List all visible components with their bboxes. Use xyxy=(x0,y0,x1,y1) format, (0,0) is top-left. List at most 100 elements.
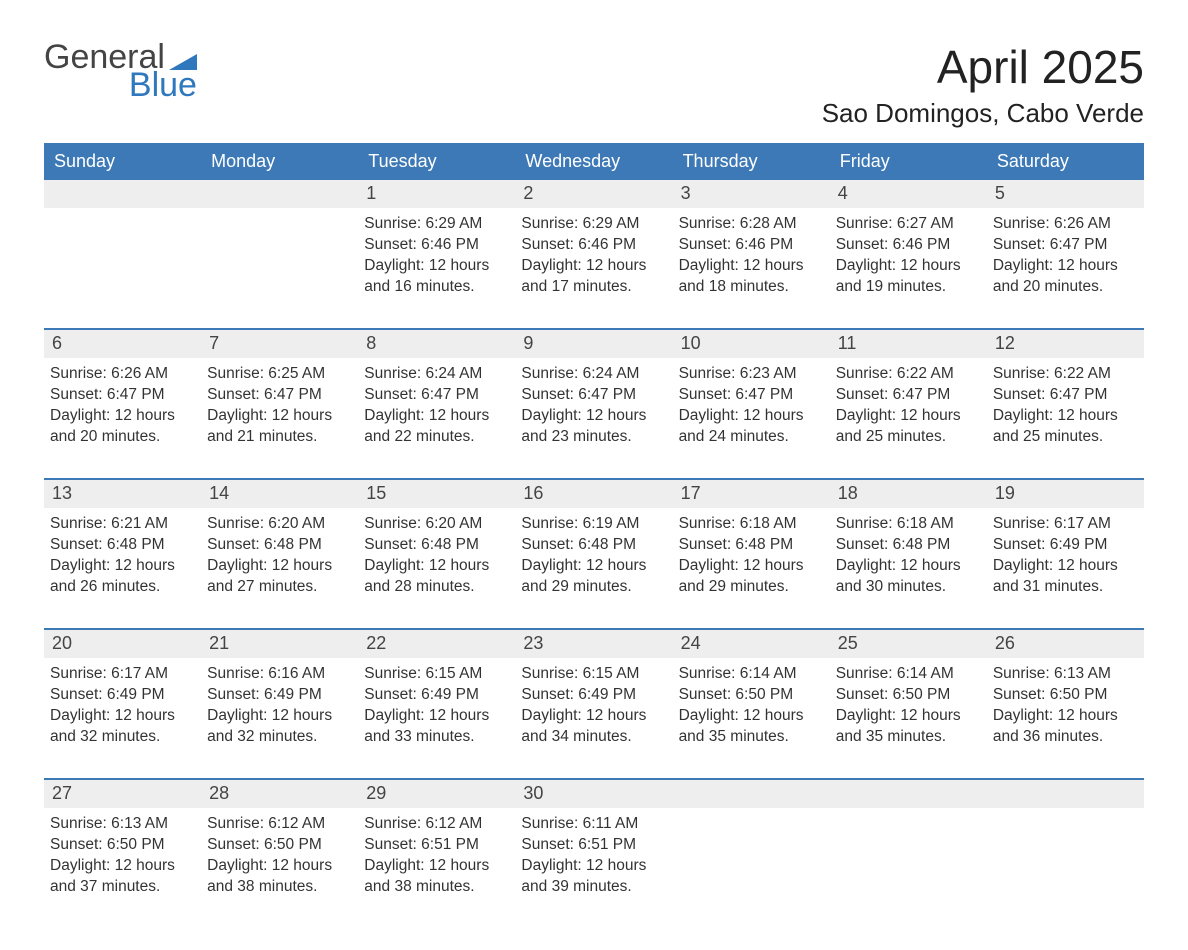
sunset-text: Sunset: 6:47 PM xyxy=(993,385,1138,406)
title-block: April 2025 Sao Domingos, Cabo Verde xyxy=(822,40,1144,129)
sunrise-text: Sunrise: 6:22 AM xyxy=(836,364,981,385)
day-cell: 26Sunrise: 6:13 AMSunset: 6:50 PMDayligh… xyxy=(987,630,1144,760)
daylight-text: Daylight: 12 hours and 20 minutes. xyxy=(50,406,195,448)
day-body: Sunrise: 6:19 AMSunset: 6:48 PMDaylight:… xyxy=(515,508,672,598)
day-number: 10 xyxy=(673,330,830,358)
sunrise-text: Sunrise: 6:15 AM xyxy=(521,664,666,685)
day-number: 8 xyxy=(358,330,515,358)
daylight-text: Daylight: 12 hours and 30 minutes. xyxy=(836,556,981,598)
day-cell: 18Sunrise: 6:18 AMSunset: 6:48 PMDayligh… xyxy=(830,480,987,610)
day-number xyxy=(201,180,358,208)
day-cell: 10Sunrise: 6:23 AMSunset: 6:47 PMDayligh… xyxy=(673,330,830,460)
day-cell: 12Sunrise: 6:22 AMSunset: 6:47 PMDayligh… xyxy=(987,330,1144,460)
day-number: 25 xyxy=(830,630,987,658)
day-body: Sunrise: 6:13 AMSunset: 6:50 PMDaylight:… xyxy=(987,658,1144,748)
dow-cell: Monday xyxy=(201,143,358,180)
dow-cell: Thursday xyxy=(673,143,830,180)
day-body: Sunrise: 6:18 AMSunset: 6:48 PMDaylight:… xyxy=(830,508,987,598)
sunset-text: Sunset: 6:51 PM xyxy=(521,835,666,856)
day-number: 2 xyxy=(515,180,672,208)
day-body: Sunrise: 6:29 AMSunset: 6:46 PMDaylight:… xyxy=(515,208,672,298)
day-number: 16 xyxy=(515,480,672,508)
day-cell: 3Sunrise: 6:28 AMSunset: 6:46 PMDaylight… xyxy=(673,180,830,310)
sunset-text: Sunset: 6:46 PM xyxy=(521,235,666,256)
week-row: 6Sunrise: 6:26 AMSunset: 6:47 PMDaylight… xyxy=(44,328,1144,460)
day-body: Sunrise: 6:12 AMSunset: 6:50 PMDaylight:… xyxy=(201,808,358,898)
day-body: Sunrise: 6:29 AMSunset: 6:46 PMDaylight:… xyxy=(358,208,515,298)
daylight-text: Daylight: 12 hours and 31 minutes. xyxy=(993,556,1138,598)
sunset-text: Sunset: 6:48 PM xyxy=(207,535,352,556)
day-number: 29 xyxy=(358,780,515,808)
sunrise-text: Sunrise: 6:12 AM xyxy=(364,814,509,835)
sunrise-text: Sunrise: 6:25 AM xyxy=(207,364,352,385)
day-body: Sunrise: 6:26 AMSunset: 6:47 PMDaylight:… xyxy=(44,358,201,448)
sunrise-text: Sunrise: 6:17 AM xyxy=(993,514,1138,535)
daylight-text: Daylight: 12 hours and 27 minutes. xyxy=(207,556,352,598)
sunrise-text: Sunrise: 6:13 AM xyxy=(50,814,195,835)
sunset-text: Sunset: 6:48 PM xyxy=(50,535,195,556)
sunset-text: Sunset: 6:47 PM xyxy=(993,235,1138,256)
sunset-text: Sunset: 6:50 PM xyxy=(50,835,195,856)
sunset-text: Sunset: 6:48 PM xyxy=(679,535,824,556)
day-body: Sunrise: 6:22 AMSunset: 6:47 PMDaylight:… xyxy=(987,358,1144,448)
dow-cell: Saturday xyxy=(987,143,1144,180)
sunset-text: Sunset: 6:50 PM xyxy=(836,685,981,706)
dow-cell: Wednesday xyxy=(515,143,672,180)
sunrise-text: Sunrise: 6:12 AM xyxy=(207,814,352,835)
sunrise-text: Sunrise: 6:13 AM xyxy=(993,664,1138,685)
daylight-text: Daylight: 12 hours and 34 minutes. xyxy=(521,706,666,748)
daylight-text: Daylight: 12 hours and 35 minutes. xyxy=(836,706,981,748)
sunset-text: Sunset: 6:50 PM xyxy=(993,685,1138,706)
sunset-text: Sunset: 6:49 PM xyxy=(364,685,509,706)
daylight-text: Daylight: 12 hours and 21 minutes. xyxy=(207,406,352,448)
day-cell: 25Sunrise: 6:14 AMSunset: 6:50 PMDayligh… xyxy=(830,630,987,760)
day-number: 6 xyxy=(44,330,201,358)
day-body: Sunrise: 6:14 AMSunset: 6:50 PMDaylight:… xyxy=(830,658,987,748)
dow-cell: Tuesday xyxy=(358,143,515,180)
sunrise-text: Sunrise: 6:14 AM xyxy=(679,664,824,685)
sunset-text: Sunset: 6:47 PM xyxy=(50,385,195,406)
day-number: 7 xyxy=(201,330,358,358)
sunrise-text: Sunrise: 6:19 AM xyxy=(521,514,666,535)
day-cell: 1Sunrise: 6:29 AMSunset: 6:46 PMDaylight… xyxy=(358,180,515,310)
calendar: SundayMondayTuesdayWednesdayThursdayFrid… xyxy=(44,143,1144,910)
day-cell xyxy=(830,780,987,910)
daylight-text: Daylight: 12 hours and 22 minutes. xyxy=(364,406,509,448)
sunset-text: Sunset: 6:50 PM xyxy=(679,685,824,706)
daylight-text: Daylight: 12 hours and 29 minutes. xyxy=(521,556,666,598)
sunset-text: Sunset: 6:47 PM xyxy=(836,385,981,406)
sunrise-text: Sunrise: 6:16 AM xyxy=(207,664,352,685)
day-cell xyxy=(44,180,201,310)
week-row: 13Sunrise: 6:21 AMSunset: 6:48 PMDayligh… xyxy=(44,478,1144,610)
sunset-text: Sunset: 6:46 PM xyxy=(364,235,509,256)
logo: General Blue xyxy=(44,40,197,102)
day-cell: 17Sunrise: 6:18 AMSunset: 6:48 PMDayligh… xyxy=(673,480,830,610)
daylight-text: Daylight: 12 hours and 24 minutes. xyxy=(679,406,824,448)
daylight-text: Daylight: 12 hours and 32 minutes. xyxy=(50,706,195,748)
day-body: Sunrise: 6:16 AMSunset: 6:49 PMDaylight:… xyxy=(201,658,358,748)
sunrise-text: Sunrise: 6:15 AM xyxy=(364,664,509,685)
day-cell: 20Sunrise: 6:17 AMSunset: 6:49 PMDayligh… xyxy=(44,630,201,760)
day-number: 19 xyxy=(987,480,1144,508)
day-cell xyxy=(673,780,830,910)
month-title: April 2025 xyxy=(822,40,1144,94)
day-cell: 29Sunrise: 6:12 AMSunset: 6:51 PMDayligh… xyxy=(358,780,515,910)
day-number: 9 xyxy=(515,330,672,358)
sunrise-text: Sunrise: 6:26 AM xyxy=(50,364,195,385)
day-body: Sunrise: 6:11 AMSunset: 6:51 PMDaylight:… xyxy=(515,808,672,898)
sunrise-text: Sunrise: 6:20 AM xyxy=(364,514,509,535)
day-number: 20 xyxy=(44,630,201,658)
sunset-text: Sunset: 6:48 PM xyxy=(836,535,981,556)
day-cell: 19Sunrise: 6:17 AMSunset: 6:49 PMDayligh… xyxy=(987,480,1144,610)
daylight-text: Daylight: 12 hours and 19 minutes. xyxy=(836,256,981,298)
sunrise-text: Sunrise: 6:22 AM xyxy=(993,364,1138,385)
sunrise-text: Sunrise: 6:24 AM xyxy=(364,364,509,385)
day-number: 28 xyxy=(201,780,358,808)
day-cell: 9Sunrise: 6:24 AMSunset: 6:47 PMDaylight… xyxy=(515,330,672,460)
day-body: Sunrise: 6:23 AMSunset: 6:47 PMDaylight:… xyxy=(673,358,830,448)
week-row: 27Sunrise: 6:13 AMSunset: 6:50 PMDayligh… xyxy=(44,778,1144,910)
day-number: 18 xyxy=(830,480,987,508)
sunrise-text: Sunrise: 6:21 AM xyxy=(50,514,195,535)
sunset-text: Sunset: 6:47 PM xyxy=(207,385,352,406)
day-body: Sunrise: 6:20 AMSunset: 6:48 PMDaylight:… xyxy=(201,508,358,598)
